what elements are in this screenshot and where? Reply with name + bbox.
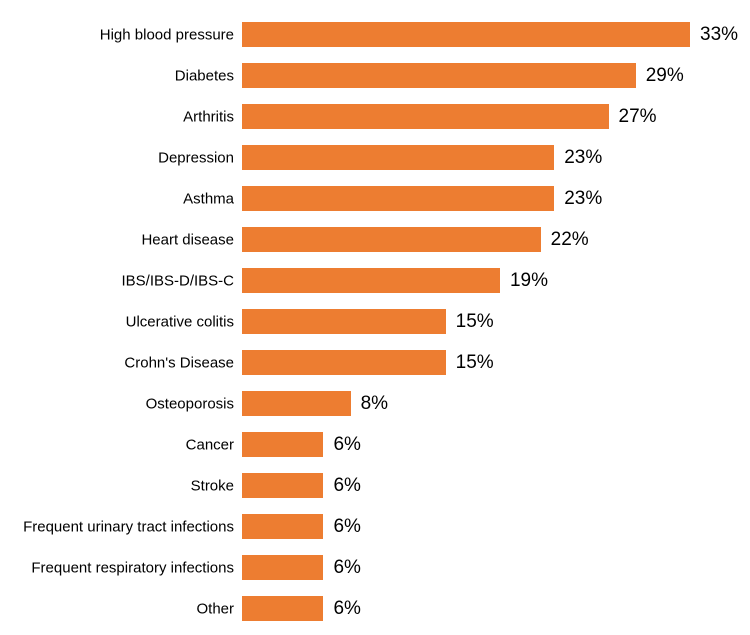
bar-row: Crohn's Disease 15%: [0, 342, 750, 383]
bar-row: High blood pressure 33%: [0, 14, 750, 55]
category-label: Crohn's Disease: [0, 354, 234, 371]
bar-row: Ulcerative colitis 15%: [0, 301, 750, 342]
value-label: 29%: [646, 65, 684, 87]
category-label: Heart disease: [0, 231, 234, 248]
bar-row: Arthritis 27%: [0, 96, 750, 137]
bar-fill: [242, 22, 690, 47]
category-label: Depression: [0, 149, 234, 166]
category-label: IBS/IBS-D/IBS-C: [0, 272, 234, 289]
bar-fill: [242, 350, 446, 375]
bar-fill: [242, 473, 323, 498]
value-label: 23%: [564, 188, 602, 210]
bar-row: Diabetes 29%: [0, 55, 750, 96]
bar-fill: [242, 63, 636, 88]
bar-row: Cancer 6%: [0, 424, 750, 465]
category-label: Osteoporosis: [0, 395, 234, 412]
bar-fill: [242, 432, 323, 457]
value-label: 33%: [700, 24, 738, 46]
bar-row: IBS/IBS-D/IBS-C 19%: [0, 260, 750, 301]
bar-fill: [242, 227, 541, 252]
value-label: 23%: [564, 147, 602, 169]
bar-track: 6%: [242, 514, 730, 539]
bar-track: 6%: [242, 555, 730, 580]
bar-track: 19%: [242, 268, 730, 293]
category-label: Asthma: [0, 190, 234, 207]
bar-track: 23%: [242, 186, 730, 211]
value-label: 15%: [456, 352, 494, 374]
category-label: Frequent urinary tract infections: [0, 518, 234, 535]
category-label: Stroke: [0, 477, 234, 494]
category-label: Diabetes: [0, 67, 234, 84]
bar-fill: [242, 268, 500, 293]
bar-row: Frequent respiratory infections 6%: [0, 547, 750, 588]
bar-row: Asthma 23%: [0, 178, 750, 219]
bar-fill: [242, 309, 446, 334]
bar-track: 8%: [242, 391, 730, 416]
value-label: 8%: [361, 393, 388, 415]
bar-track: 27%: [242, 104, 730, 129]
value-label: 6%: [333, 516, 360, 538]
bar-row: Depression 23%: [0, 137, 750, 178]
bar-fill: [242, 596, 323, 621]
bar-fill: [242, 186, 554, 211]
bar-fill: [242, 391, 351, 416]
category-label: Other: [0, 600, 234, 617]
value-label: 6%: [333, 557, 360, 579]
horizontal-bar-chart: High blood pressure 33% Diabetes 29% Arthrit…: [0, 0, 750, 635]
bar-row: Osteoporosis 8%: [0, 383, 750, 424]
bar-row: Other 6%: [0, 588, 750, 629]
value-label: 6%: [333, 598, 360, 620]
value-label: 6%: [333, 434, 360, 456]
bar-track: 6%: [242, 432, 730, 457]
bar-track: 6%: [242, 596, 730, 621]
bar-fill: [242, 555, 323, 580]
bar-track: 15%: [242, 309, 730, 334]
bar-track: 29%: [242, 63, 730, 88]
value-label: 22%: [551, 229, 589, 251]
value-label: 19%: [510, 270, 548, 292]
bar-row: Heart disease 22%: [0, 219, 750, 260]
bar-row: Frequent urinary tract infections 6%: [0, 506, 750, 547]
bar-fill: [242, 104, 609, 129]
category-label: Cancer: [0, 436, 234, 453]
category-label: High blood pressure: [0, 26, 234, 43]
value-label: 15%: [456, 311, 494, 333]
bar-track: 22%: [242, 227, 730, 252]
category-label: Arthritis: [0, 108, 234, 125]
bar-fill: [242, 514, 323, 539]
bar-track: 23%: [242, 145, 730, 170]
category-label: Ulcerative colitis: [0, 313, 234, 330]
value-label: 6%: [333, 475, 360, 497]
category-label: Frequent respiratory infections: [0, 559, 234, 576]
bar-track: 6%: [242, 473, 730, 498]
value-label: 27%: [619, 106, 657, 128]
bar-row: Stroke 6%: [0, 465, 750, 506]
bar-track: 33%: [242, 22, 730, 47]
bar-track: 15%: [242, 350, 730, 375]
bar-fill: [242, 145, 554, 170]
